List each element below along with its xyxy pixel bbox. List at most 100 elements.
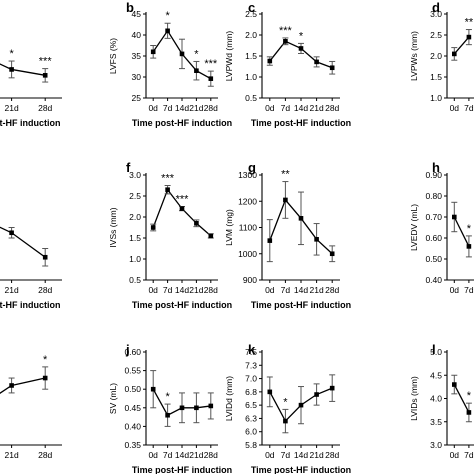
data-point xyxy=(150,225,156,230)
x-tick-label: 21d xyxy=(189,103,203,113)
x-tick-label: 0d xyxy=(148,285,158,295)
y-tick-label: 2.0 xyxy=(430,51,442,61)
y-tick-label: 6.5 xyxy=(245,400,257,410)
significance-label: * xyxy=(165,391,170,403)
y-tick-label: 1300 xyxy=(238,170,257,180)
y-tick-label: 5.0 xyxy=(430,347,442,357)
significance-label: *** xyxy=(39,56,53,68)
x-axis-label: Time post-HF induction xyxy=(251,465,351,474)
data-point xyxy=(165,187,170,192)
data-point xyxy=(179,405,185,411)
y-tick-label: 1.5 xyxy=(129,233,141,243)
x-tick-label: 0d xyxy=(450,285,460,295)
series-line xyxy=(453,36,470,55)
x-tick-label: 7d xyxy=(281,103,291,113)
x-tick-label: 0d xyxy=(148,103,158,113)
x-tick-label: 0d xyxy=(265,450,275,460)
y-tick-label: 4.5 xyxy=(430,370,442,380)
data-point xyxy=(9,67,14,72)
x-tick-label: 14d xyxy=(294,285,308,295)
y-tick-label: 0.50 xyxy=(425,254,442,264)
data-point xyxy=(314,392,319,397)
data-point xyxy=(267,238,273,243)
y-tick-label: 7.3 xyxy=(245,360,257,370)
y-axis-label: SV (mL) xyxy=(108,383,118,414)
x-tick-label: 28d xyxy=(325,450,339,460)
y-tick-label: 6.8 xyxy=(245,387,257,397)
data-point xyxy=(42,375,48,381)
significance-label: * xyxy=(194,48,199,60)
y-tick-label: 0.40 xyxy=(425,275,442,285)
y-tick-label: 0.90 xyxy=(425,170,442,180)
y-tick-label: 0.55 xyxy=(124,366,141,376)
x-tick-label: 14d xyxy=(175,450,189,460)
x-axis-label: post-HF induction xyxy=(0,300,60,310)
data-point xyxy=(452,51,457,57)
y-tick-label: 35 xyxy=(132,51,142,61)
data-point xyxy=(165,412,170,418)
panel-d: 1.0 1.5 2.0 2.5 3.0 0d 7d LVPWs (mm) d ** xyxy=(409,0,474,113)
y-tick-label: 40 xyxy=(132,30,142,40)
data-point xyxy=(298,216,304,221)
data-point xyxy=(267,389,273,395)
y-tick-label: 0.60 xyxy=(425,233,442,243)
y-tick-label: 45 xyxy=(132,9,142,19)
y-axis-label: LVIDs (mm) xyxy=(409,376,419,421)
x-tick-label: 7d xyxy=(464,285,474,295)
y-tick-label: 3.0 xyxy=(129,170,141,180)
y-tick-label: 900 xyxy=(243,275,257,285)
panel-l: 3.0 3.5 4.0 4.5 5.0 0d 7d LVIDs (mm) l * xyxy=(409,342,474,460)
x-tick-label: 7d xyxy=(281,450,291,460)
data-point xyxy=(194,68,199,73)
data-point xyxy=(9,230,14,236)
x-tick-label: 21d xyxy=(189,450,203,460)
x-tick-label: 28d xyxy=(325,103,339,113)
data-point xyxy=(9,383,14,388)
x-tick-label: 7d xyxy=(281,285,291,295)
significance-label: * xyxy=(467,223,472,235)
y-tick-label: 0.5 xyxy=(245,93,257,103)
y-tick-label: 1100 xyxy=(239,223,258,233)
data-point xyxy=(165,28,170,34)
panel-letter: h xyxy=(432,160,440,175)
panel-g: 900 1000 1100 1200 1300 0d 7d 14d 21d 28d Time pos… xyxy=(224,160,351,310)
y-axis-label: LVEDV (mL) xyxy=(409,204,419,251)
data-point xyxy=(329,251,335,257)
y-axis-label: LVIDd (mm) xyxy=(224,376,234,421)
panel-c: 0.5 1.0 1.5 2.0 2.5 0d 7d 14d 21d 28d Time post-HF… xyxy=(224,0,351,128)
y-axis-label: LVPWd (mm) xyxy=(224,31,234,82)
x-tick-label: 28d xyxy=(204,285,218,295)
data-point xyxy=(314,237,319,242)
x-tick-label: 28d xyxy=(38,450,52,460)
x-axis-label: Time post-HF induction xyxy=(132,118,232,128)
data-point xyxy=(208,233,214,239)
y-tick-label: 2.5 xyxy=(245,9,257,19)
x-tick-label: 7d xyxy=(163,450,173,460)
x-tick-label: 21d xyxy=(5,450,19,460)
y-axis-label: IVSs (mm) xyxy=(108,207,118,247)
significance-label: * xyxy=(283,396,288,408)
significance-label: * xyxy=(467,390,472,402)
x-axis-label: Time post-HF induction xyxy=(132,300,232,310)
y-axis-label: LVM (mg) xyxy=(224,209,234,246)
x-tick-label: 7d xyxy=(464,450,474,460)
x-tick-label: 0d xyxy=(265,103,275,113)
y-tick-label: 0.35 xyxy=(124,440,141,450)
y-tick-label: 7.0 xyxy=(245,374,257,384)
x-tick-label: 28d xyxy=(204,450,218,460)
x-tick-label: 14d xyxy=(294,103,308,113)
y-tick-label: 30 xyxy=(132,72,142,82)
x-tick-label: 0d xyxy=(450,103,460,113)
x-tick-label: 14d xyxy=(294,450,308,460)
y-tick-label: 0.45 xyxy=(124,403,141,413)
y-tick-label: 1.5 xyxy=(245,51,257,61)
y-tick-label: 2.5 xyxy=(129,191,141,201)
y-tick-label: 0.60 xyxy=(124,347,141,357)
data-point xyxy=(329,65,335,71)
data-point xyxy=(267,58,273,64)
significance-label: ** xyxy=(281,169,290,181)
significance-label: * xyxy=(9,48,14,60)
y-tick-label: 7.5 xyxy=(245,347,257,357)
x-axis-label: Time post-HF induction xyxy=(251,300,351,310)
significance-label: ** xyxy=(465,17,474,29)
